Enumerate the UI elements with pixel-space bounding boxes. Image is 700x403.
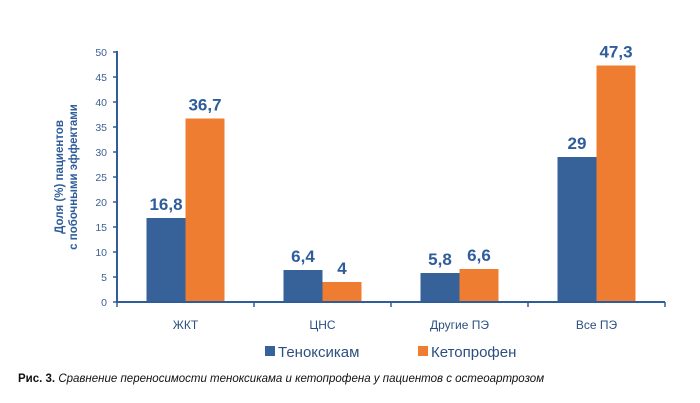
y-tick-label: 50 <box>95 47 107 59</box>
y-tick-label: 5 <box>101 272 107 284</box>
data-label: 29 <box>568 134 587 153</box>
bar-ketoprofen <box>322 282 362 302</box>
y-tick-label: 30 <box>95 147 107 159</box>
legend-swatch-1 <box>418 346 428 356</box>
y-tick-label: 40 <box>95 97 107 109</box>
y-tick-label: 15 <box>95 222 107 234</box>
data-label: 36,7 <box>188 96 221 115</box>
y-axis-label-line1: Доля (%) пациентов <box>54 120 66 234</box>
legend-label: Кетопрофен <box>431 344 516 361</box>
data-label: 16,8 <box>149 195 182 214</box>
bar-tenoxicam <box>146 218 186 302</box>
legend-swatch-0 <box>265 346 275 356</box>
data-label: 5,8 <box>428 250 452 269</box>
figure-caption: Рис. 3. Сравнение переносимости теноксик… <box>18 373 544 385</box>
bar-ketoprofen <box>185 118 225 302</box>
y-axis-label-line2: с побочными эффектами <box>68 104 80 250</box>
y-tick-label: 45 <box>95 72 107 84</box>
y-tick-label: 20 <box>95 197 107 209</box>
legend-label: Теноксикам <box>278 344 359 361</box>
y-tick-label: 35 <box>95 122 107 134</box>
data-label: 4 <box>337 259 347 278</box>
bar-tenoxicam <box>557 157 597 302</box>
data-label: 6,4 <box>291 247 315 266</box>
y-tick-label: 10 <box>95 247 107 259</box>
y-tick-label: 25 <box>95 172 107 184</box>
x-tick-label: Все ПЭ <box>576 318 618 332</box>
data-label: 6,6 <box>467 246 491 265</box>
data-label: 47,3 <box>599 43 632 62</box>
bar-ketoprofen <box>596 65 636 302</box>
x-tick-label: ЦНС <box>309 318 336 332</box>
x-tick-label: ЖКТ <box>173 318 199 332</box>
bar-ketoprofen <box>459 269 499 302</box>
y-tick-label: 0 <box>101 297 107 309</box>
bar-tenoxicam <box>283 270 323 302</box>
bar-tenoxicam <box>420 273 460 302</box>
caption-text: Сравнение переносимости теноксикама и ке… <box>58 373 545 385</box>
x-tick-label: Другие ПЭ <box>430 318 489 332</box>
caption-label: Рис. 3. <box>18 373 56 385</box>
